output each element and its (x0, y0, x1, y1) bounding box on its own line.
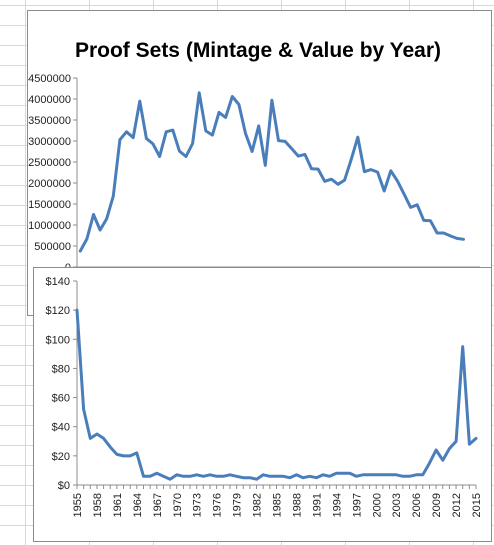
x-tick-label: 2006 (411, 493, 423, 517)
x-tick-label: 2000 (371, 493, 383, 517)
mintage-series-line (78, 91, 465, 253)
x-tick-label: 1994 (331, 493, 343, 517)
x-tick-label: 1982 (252, 493, 264, 517)
chart-title: Proof Sets (Mintage & Value by Year) (75, 39, 441, 62)
x-tick-label: 1961 (112, 493, 124, 517)
y-tick-label: 1000000 (28, 220, 71, 232)
x-tick-label: 2003 (391, 493, 403, 517)
x-tick-label: 1979 (232, 493, 244, 517)
x-tick-label: 1958 (92, 493, 104, 517)
value-chart-panel: $0 $20 $40 $60 $80 $100 $120 $140 1955 1958 1961 19… (33, 267, 492, 542)
y-tick-label: 500000 (34, 241, 71, 253)
value-series-line (75, 308, 478, 481)
y-tick-label: 1500000 (28, 199, 71, 211)
x-tick-label: 1964 (132, 493, 144, 517)
y-tick-label: $120 (46, 305, 70, 317)
x-tick-label: 1988 (291, 493, 303, 517)
mintage-chart-panel: Proof Sets (Mintage & Value by Year) 050… (27, 10, 492, 316)
y-tick-label: $20 (52, 451, 70, 463)
y-tick-label: $40 (52, 422, 70, 434)
y-tick-label: $0 (58, 480, 70, 492)
x-tick-label: 1973 (192, 493, 204, 517)
x-tick-label: 2012 (451, 493, 463, 517)
y-tick-label: $140 (46, 276, 70, 288)
y-tick-label: 4500000 (28, 73, 71, 85)
x-tick-label: 1970 (172, 493, 184, 517)
x-tick-label: 1985 (272, 493, 284, 517)
x-tick-label: 1955 (72, 493, 84, 517)
y-tick-label: $60 (52, 393, 70, 405)
value-chart: $0 $20 $40 $60 $80 $100 $120 $140 1955 1958 1961 19… (46, 276, 483, 517)
x-tick-label: 2015 (471, 493, 483, 517)
y-tick-label: $80 (52, 363, 70, 375)
y-tick-label: 4000000 (28, 94, 71, 106)
x-tick-label: 1976 (212, 493, 224, 517)
x-tick-label: 1967 (152, 493, 164, 517)
x-tick-label: 2009 (431, 493, 443, 517)
y-tick-label: $100 (46, 334, 70, 346)
y-tick-label: 2000000 (28, 178, 71, 190)
y-tick-label: 3000000 (28, 136, 71, 148)
x-tick-label: 1991 (311, 493, 323, 517)
y-tick-label: 3500000 (28, 115, 71, 127)
x-tick-label: 1997 (351, 493, 363, 517)
y-tick-label: 2500000 (28, 157, 71, 169)
mintage-chart: Proof Sets (Mintage & Value by Year) 050… (28, 39, 481, 274)
